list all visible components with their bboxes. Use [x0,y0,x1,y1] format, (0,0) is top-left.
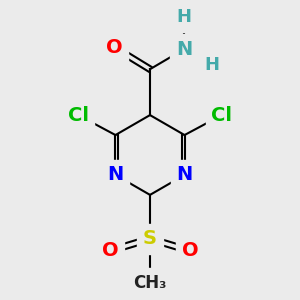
Text: O: O [182,241,198,260]
Text: H: H [176,8,191,26]
Text: Cl: Cl [68,106,89,124]
Text: N: N [176,165,193,184]
Text: O: O [106,38,122,57]
Text: S: S [143,229,157,248]
Text: N: N [107,165,124,184]
Text: N: N [176,40,192,59]
Text: O: O [102,241,118,260]
Text: CH₃: CH₃ [133,274,167,292]
Text: H: H [204,56,219,74]
Text: Cl: Cl [211,106,232,124]
